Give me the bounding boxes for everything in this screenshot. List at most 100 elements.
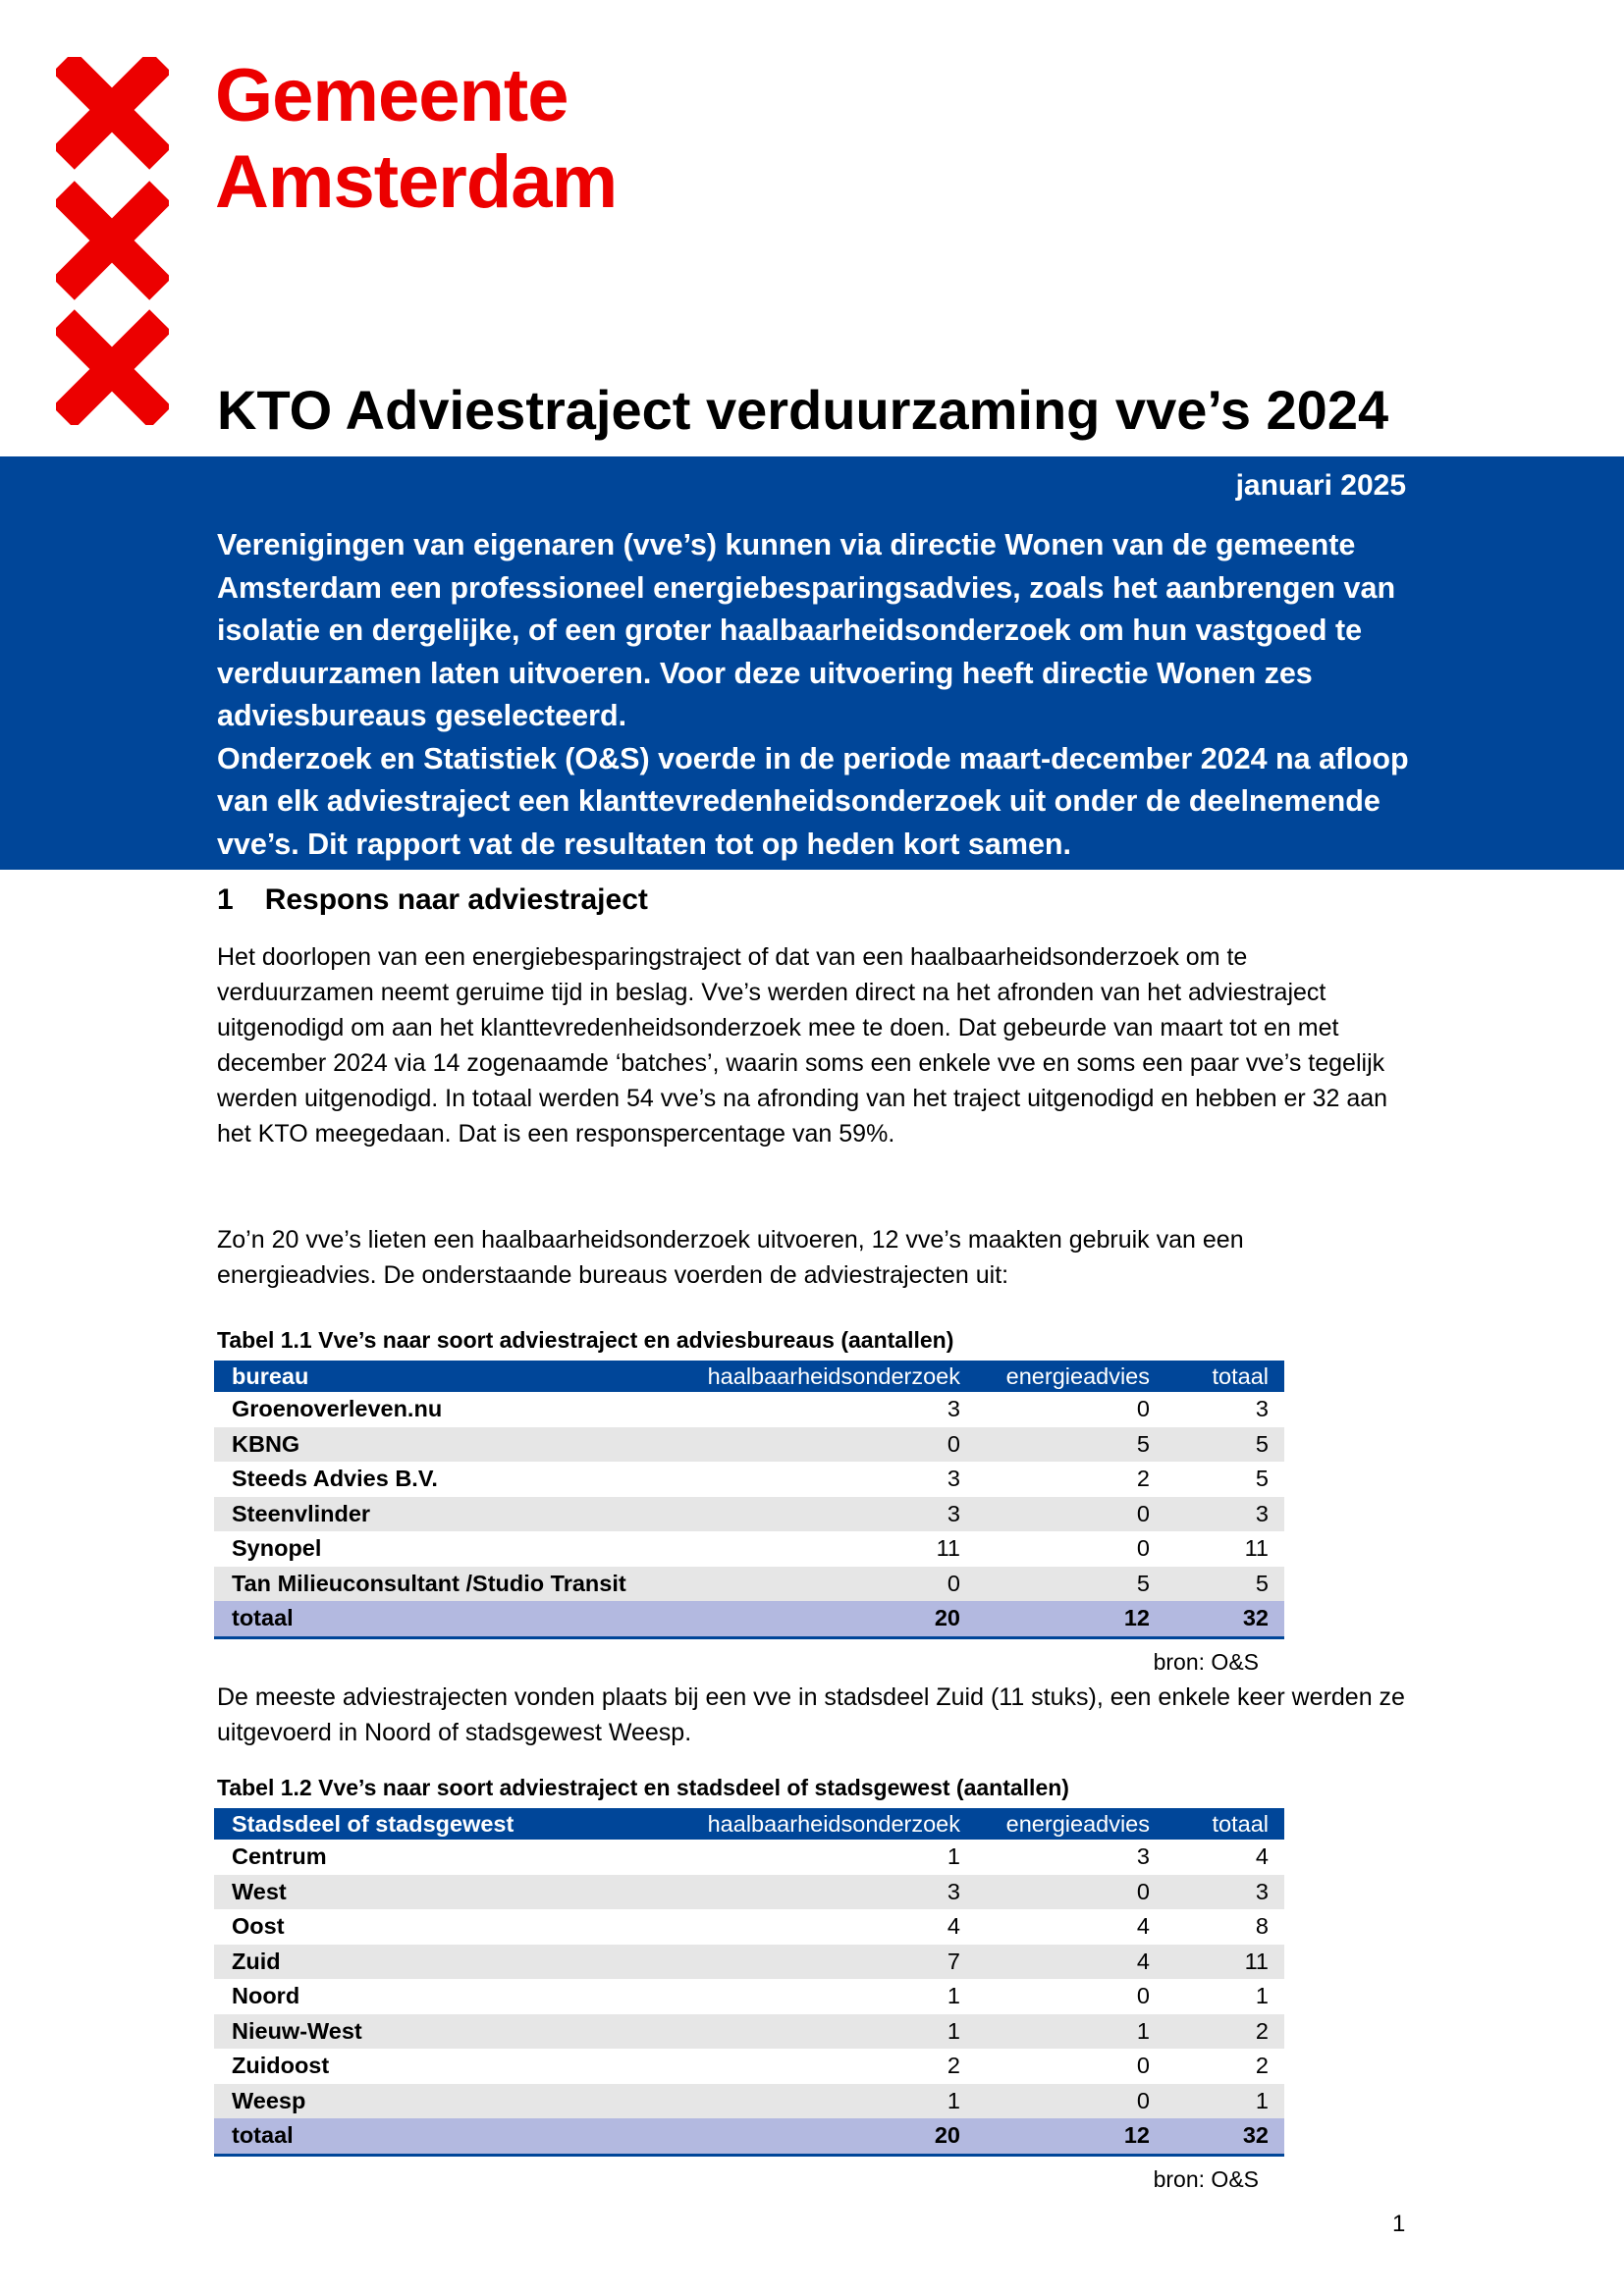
table-row: West 3 0 3 bbox=[214, 1874, 1284, 1909]
cell-value: 0 bbox=[687, 1566, 972, 1601]
total-value: 12 bbox=[972, 1601, 1159, 1639]
table-row: Noord 1 0 1 bbox=[214, 1979, 1284, 2014]
table-caption: Tabel 1.1 Vve’s naar soort adviestraject… bbox=[217, 1327, 954, 1353]
header-row: Stadsdeel of stadsgewest haalbaarheidsond… bbox=[214, 1808, 1284, 1840]
table-row: Steeds Advies B.V. 3 2 5 bbox=[214, 1462, 1284, 1497]
cell-value: 8 bbox=[1255, 1913, 1269, 1940]
cell-value: 0 bbox=[1136, 1535, 1150, 1562]
intro-paragraph: Verenigingen van eigenaren (vve’s) kunne… bbox=[217, 528, 1396, 732]
table-row: Zuidoost 2 0 2 bbox=[214, 2049, 1284, 2084]
row-label: Groenoverleven.nu bbox=[232, 1396, 443, 1422]
cell-value: 11 bbox=[936, 1535, 960, 1562]
table-source: bron: O&S bbox=[1153, 2166, 1259, 2192]
row-label: Tan Milieuconsultant /Studio Transit bbox=[214, 1566, 687, 1601]
column-header: bureau bbox=[214, 1361, 687, 1392]
total-value: 20 bbox=[687, 1601, 972, 1639]
cell-value: 4 bbox=[947, 1913, 960, 1940]
cell-value: 1 bbox=[1159, 2083, 1284, 2118]
cell-value: 1 bbox=[972, 2013, 1159, 2049]
table-row: Tan Milieuconsultant /Studio Transit 0 5 5 bbox=[214, 1566, 1284, 1601]
total-value: 32 bbox=[1159, 2118, 1284, 2157]
total-value: 20 bbox=[687, 2118, 972, 2157]
cell-value: 5 bbox=[972, 1426, 1159, 1462]
cell-value: 3 bbox=[947, 1396, 960, 1422]
city-logo-crosses bbox=[56, 57, 169, 425]
paragraph: De meeste adviestrajecten vonden plaats … bbox=[217, 1683, 1405, 1746]
cell-value: 4 bbox=[1136, 1913, 1150, 1940]
table-row: Steenvlinder 3 0 3 bbox=[214, 1496, 1284, 1531]
cell-value: 0 bbox=[1136, 1396, 1150, 1422]
paragraph: Zo’n 20 vve’s lieten een haalbaarheidson… bbox=[217, 1226, 1244, 1289]
section-heading: 1 Respons naar adviestraject bbox=[217, 883, 648, 917]
row-label: KBNG bbox=[214, 1426, 687, 1462]
column-header: haalbaarheidsonderzoek bbox=[687, 1361, 972, 1392]
row-label: Oost bbox=[232, 1913, 285, 1940]
column-header: energieadvies bbox=[972, 1808, 1159, 1840]
cell-value: 0 bbox=[972, 2083, 1159, 2118]
cell-value: 11 bbox=[1159, 1944, 1284, 1979]
cell-value: 1 bbox=[947, 1843, 960, 1870]
paragraph: Het doorlopen van een energiebesparingst… bbox=[217, 943, 1388, 1148]
intro: Verenigingen van eigenaren (vve’s) kunne… bbox=[217, 524, 1410, 866]
cell-value: 0 bbox=[972, 1874, 1159, 1909]
page-number: 1 bbox=[1392, 2211, 1406, 2237]
row-label: Steenvlinder bbox=[214, 1496, 687, 1531]
row-label: Steeds Advies B.V. bbox=[232, 1466, 438, 1492]
cell-value: 0 bbox=[1136, 2053, 1150, 2079]
cell-value: 2 bbox=[1136, 1466, 1150, 1492]
cell-value: 2 bbox=[947, 2053, 960, 2079]
column-header: totaal bbox=[1159, 1808, 1284, 1840]
column-header: totaal bbox=[1159, 1361, 1284, 1392]
cell-value: 1 bbox=[687, 2013, 972, 2049]
row-label: West bbox=[214, 1874, 687, 1909]
row-label: Zuid bbox=[214, 1944, 687, 1979]
row-label: Weesp bbox=[214, 2083, 687, 2118]
cell-value: 7 bbox=[687, 1944, 972, 1979]
cell-value: 1 bbox=[947, 1983, 960, 2009]
cell-value: 5 bbox=[972, 1566, 1159, 1601]
table-row: KBNG 0 5 5 bbox=[214, 1426, 1284, 1462]
cell-value: 3 bbox=[1159, 1496, 1284, 1531]
table-row: Oost 4 4 8 bbox=[214, 1909, 1284, 1945]
header-row: bureau haalbaarheidsonderzoek energieadvie… bbox=[214, 1361, 1284, 1392]
table-row: Nieuw-West 1 1 2 bbox=[214, 2013, 1284, 2049]
total-row: totaal 20 12 32 bbox=[214, 2118, 1284, 2157]
row-label: Synopel bbox=[232, 1535, 322, 1562]
cell-value: 3 bbox=[1159, 1874, 1284, 1909]
total-value: 32 bbox=[1159, 1601, 1284, 1639]
cell-value: 4 bbox=[1255, 1843, 1269, 1870]
table-row: Centrum 1 3 4 bbox=[214, 1840, 1284, 1875]
cell-value: 5 bbox=[1255, 1466, 1269, 1492]
table-row: Synopel 11 0 11 bbox=[214, 1531, 1284, 1567]
cell-value: 0 bbox=[1136, 1983, 1150, 2009]
total-label: totaal bbox=[214, 2118, 687, 2157]
cell-value: 3 bbox=[687, 1496, 972, 1531]
section-title: Respons naar adviestraject bbox=[264, 883, 648, 916]
cell-value: 4 bbox=[972, 1944, 1159, 1979]
brand-line: Amsterdam bbox=[215, 140, 618, 224]
cell-value: 3 bbox=[1255, 1396, 1269, 1422]
total-row: totaal 20 12 32 bbox=[214, 1601, 1284, 1639]
column-header: Stadsdeel of stadsgewest bbox=[214, 1808, 687, 1840]
table-source: bron: O&S bbox=[1153, 1649, 1259, 1675]
table-row: Weesp 1 0 1 bbox=[214, 2083, 1284, 2118]
cell-value: 1 bbox=[687, 2083, 972, 2118]
section-number: 1 bbox=[217, 883, 234, 916]
cell-value: 5 bbox=[1159, 1426, 1284, 1462]
row-label: Nieuw-West bbox=[214, 2013, 687, 2049]
cell-value: 3 bbox=[687, 1874, 972, 1909]
column-header: energieadvies bbox=[972, 1361, 1159, 1392]
cell-value: 0 bbox=[687, 1426, 972, 1462]
cell-value: 3 bbox=[1136, 1843, 1150, 1870]
cell-value: 1 bbox=[1255, 1983, 1269, 2009]
column-header: haalbaarheidsonderzoek bbox=[687, 1808, 972, 1840]
row-label: Noord bbox=[232, 1983, 300, 2009]
cell-value: 0 bbox=[972, 1496, 1159, 1531]
row-label: Zuidoost bbox=[232, 2053, 330, 2079]
cell-value: 5 bbox=[1159, 1566, 1284, 1601]
table-caption: Tabel 1.2 Vve’s naar soort adviestraject… bbox=[217, 1775, 1069, 1800]
report-date: januari 2025 bbox=[1235, 469, 1406, 502]
table: bureau haalbaarheidsonderzoek energieadvie… bbox=[214, 1361, 1284, 1639]
